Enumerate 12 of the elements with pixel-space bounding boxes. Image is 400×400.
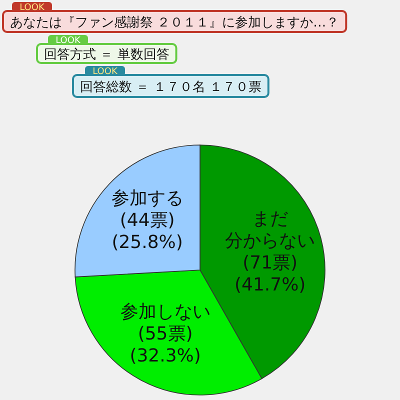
data-label: (71票) (41.7%) xyxy=(234,252,306,296)
chart-title: あなたは『ファン感謝祭 ２０１１』に参加しますか…？ xyxy=(10,16,340,30)
slice-label: 参加する xyxy=(111,188,184,210)
slice-label: まだ分からない xyxy=(225,208,316,252)
data-label: (44票) (25.8%) xyxy=(112,210,183,254)
slice-label: 参加しない xyxy=(120,302,210,323)
data-label: (55票) (32.3%) xyxy=(130,324,201,367)
text: LOOK xyxy=(20,3,46,13)
text: 回答総数 ＝ １７０名 １７０票 xyxy=(80,80,262,95)
text: LOOK xyxy=(92,67,118,77)
chart-subtitle: 回答方式 ＝ 単数回答 xyxy=(44,46,170,62)
text: LOOK xyxy=(56,36,82,46)
